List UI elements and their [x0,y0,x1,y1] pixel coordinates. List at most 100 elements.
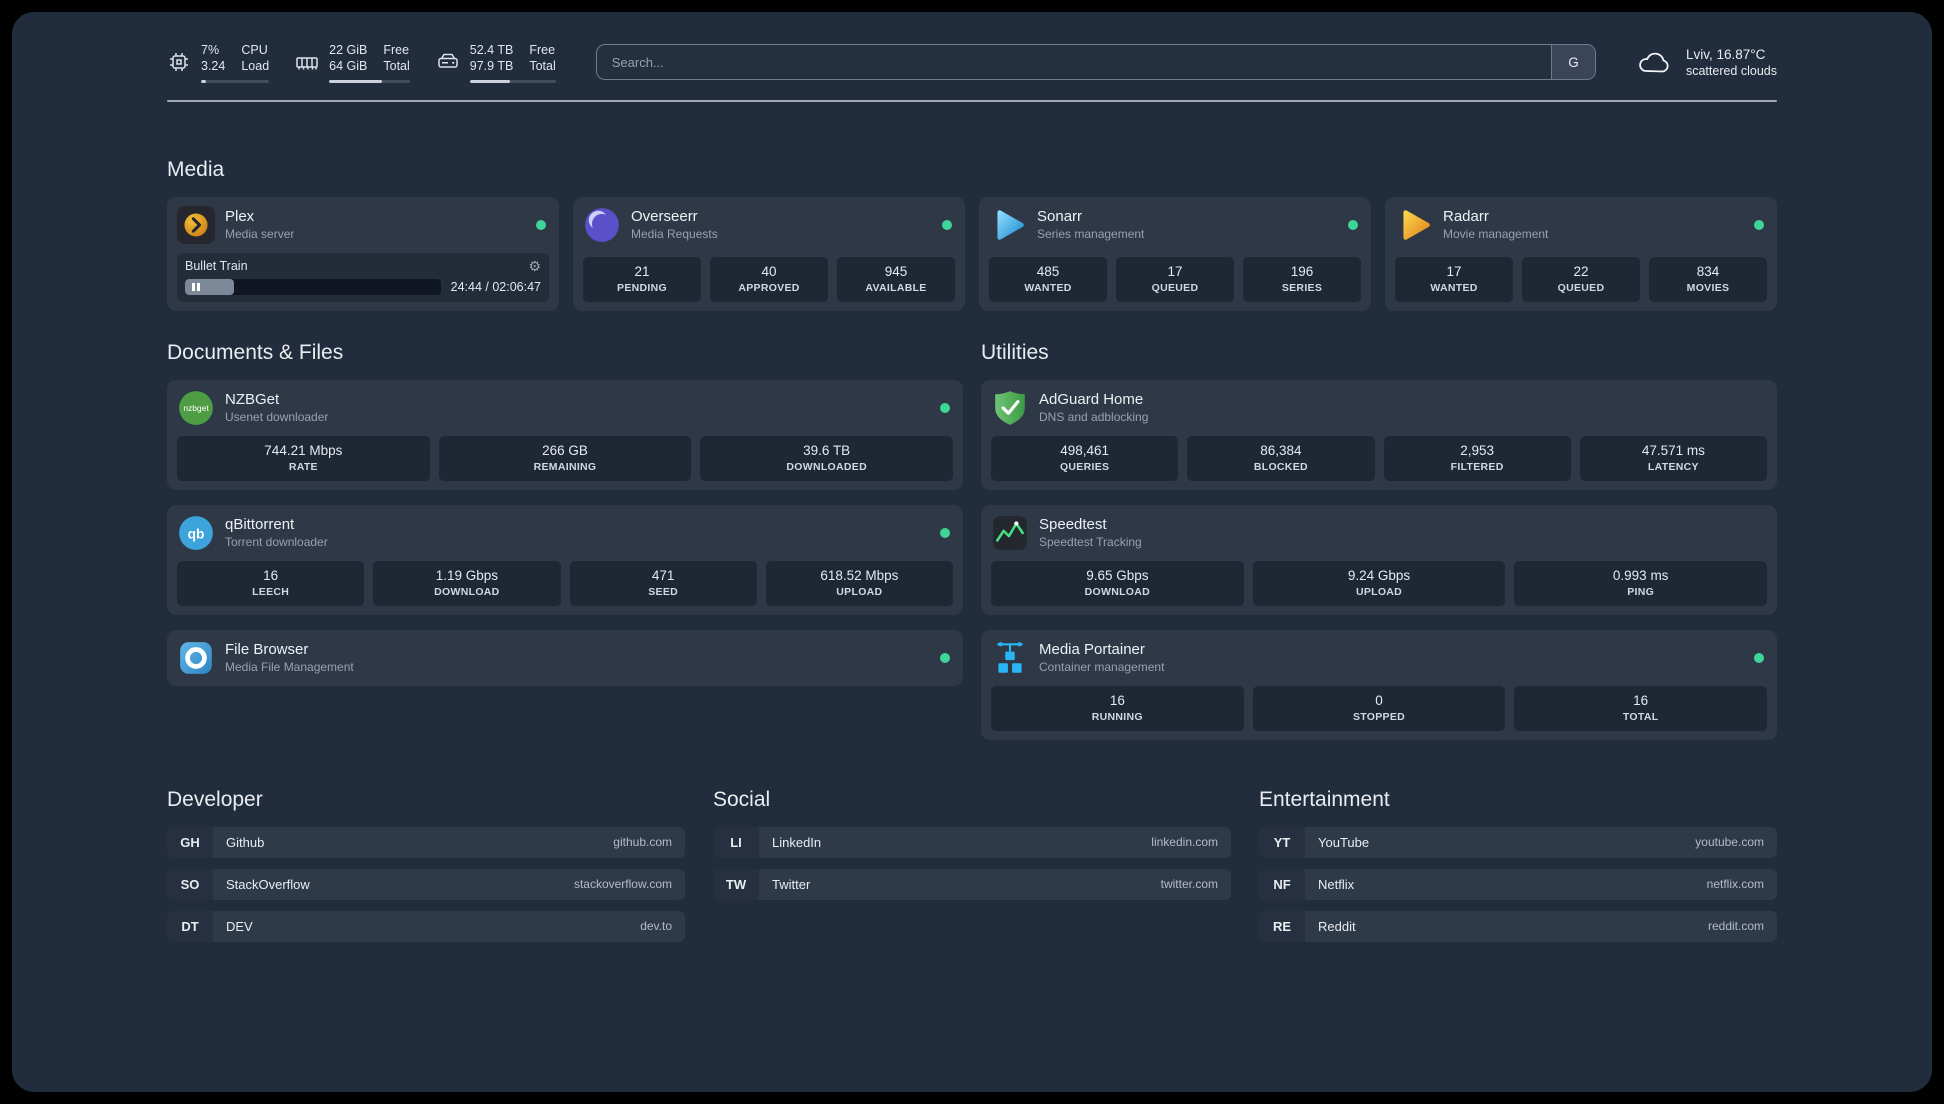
service-name: File Browser [225,641,309,658]
speedtest-icon [991,514,1029,552]
bookmark-github[interactable]: GH Github github.com [167,826,685,858]
stat-label: QUERIES [1059,460,1110,473]
section-utilities: Utilities AdGuard Home DNS and adblockin… [981,341,1777,740]
service-card-filebrowser[interactable]: File Browser Media File Management [167,629,963,686]
stat: 1.19 Gbps DOWNLOAD [373,560,561,606]
bookmark-url: github.com [613,835,672,849]
disk-free-value: 52.4 TB [469,43,514,57]
service-card-speedtest[interactable]: Speedtest Speedtest Tracking 9.65 Gbps DO… [981,504,1777,615]
topbar-divider [167,99,1777,102]
stat-label: WANTED [1430,281,1478,294]
cpu-value2: 3.24 [201,59,226,74]
stat: 2,953 FILTERED [1383,435,1571,481]
gear-icon[interactable]: ⚙ [528,257,541,274]
bookmark-name: LinkedIn [772,834,822,850]
stat-label: DOWNLOAD [434,585,500,598]
memory-free-label: Free [383,43,410,57]
bookmark-youtube[interactable]: YT YouTube youtube.com [1259,826,1777,858]
playback-progress-bar[interactable] [185,278,441,295]
search-provider-button[interactable]: G [1550,45,1595,80]
service-card-qbittorrent[interactable]: qb qBittorrent Torrent downloader 16 LEEC… [167,504,963,615]
search-bar: G [595,44,1596,81]
weather-condition: scattered clouds [1685,63,1777,78]
service-card-portainer[interactable]: Media Portainer Container management 16 R… [981,629,1777,740]
stat: 39.6 TB DOWNLOADED [700,435,954,481]
cpu-label: CPU [241,43,268,57]
radarr-icon [1395,206,1433,244]
status-dot [940,527,950,538]
disk-free-label: Free [529,43,556,57]
memory-monitor: 22 GiB Free 64 GiB Total [295,42,410,83]
cpu-value: 7% [201,43,220,57]
service-subtitle: Torrent downloader [225,535,328,549]
stat-value: 744.21 Mbps [264,442,343,458]
stat-label: APPROVED [738,281,800,294]
service-card-plex[interactable]: Plex Media server Bullet Train ⚙ [167,196,559,311]
service-card-nzbget[interactable]: nzbget NZBGet Usenet downloader 744.21 M… [167,379,963,490]
service-name: AdGuard Home [1039,391,1144,408]
stat-value: 498,461 [1060,442,1110,458]
nzbget-icon: nzbget [177,389,215,427]
stat-label: RATE [288,460,318,473]
stat: 40 APPROVED [710,256,828,302]
bookmark-url: reddit.com [1707,919,1764,933]
service-name: Radarr [1443,208,1489,225]
dashboard: 7% CPU 3.24 Load 22 GiB Free 64 G [12,12,1932,1092]
stat: 0.993 ms PING [1514,560,1768,606]
stat-value: 47.571 ms [1641,442,1705,458]
service-card-radarr[interactable]: Radarr Movie management 17 WANTED 22 QUEUE… [1385,196,1777,311]
bookmark-linkedin[interactable]: LI LinkedIn linkedin.com [713,826,1231,858]
stat-label: SERIES [1281,281,1323,294]
stat: 21 PENDING [583,256,701,302]
stat-label: LEECH [252,585,290,598]
cpu-monitor: 7% CPU 3.24 Load [167,42,270,83]
cpu-label2: Load [241,59,270,74]
portainer-icon [991,639,1029,677]
stat-label: BLOCKED [1253,460,1308,473]
stat-label: PENDING [617,281,667,294]
bookmark-abbr: SO [167,869,213,900]
stat-label: REMAINING [533,460,597,473]
service-name: Media Portainer [1039,641,1145,658]
bookmark-netflix[interactable]: NF Netflix netflix.com [1259,868,1777,900]
svg-text:qb: qb [188,526,205,541]
status-dot [940,652,950,663]
service-card-adguard[interactable]: AdGuard Home DNS and adblocking 498,461 Q… [981,379,1777,490]
service-card-overseerr[interactable]: Overseerr Media Requests 21 PENDING 40 APP… [573,196,965,311]
stat: 498,461 QUERIES [991,435,1179,481]
disk-icon [436,50,460,74]
stat: 196 SERIES [1243,256,1361,302]
weather-location: Lviv, 16.87°C [1685,46,1766,62]
adguard-icon [991,389,1029,427]
bookmark-pill: DEV dev.to [213,910,685,942]
section-title-media: Media [167,157,225,181]
stat-value: 9.24 Gbps [1347,567,1411,583]
service-subtitle: DNS and adblocking [1039,410,1149,424]
stat-value: 16 [263,567,279,583]
bookmark-name: StackOverflow [226,876,310,892]
pause-icon[interactable] [192,282,200,291]
bookmark-stackoverflow[interactable]: SO StackOverflow stackoverflow.com [167,868,685,900]
disk-usage-bar [469,79,556,83]
service-name: qBittorrent [225,516,295,533]
stat: 16 LEECH [177,560,365,606]
stat-value: 1.19 Gbps [435,567,499,583]
stat-value: 21 [634,263,650,279]
service-card-sonarr[interactable]: Sonarr Series management 485 WANTED 17 QUE… [979,196,1371,311]
bookmark-reddit[interactable]: RE Reddit reddit.com [1259,910,1777,942]
bookmark-twitter[interactable]: TW Twitter twitter.com [713,868,1231,900]
bookmark-abbr: LI [713,827,759,858]
bookmark-url: youtube.com [1695,835,1764,849]
section-media: Media Plex Media server [167,158,1777,311]
bookmark-pill: YouTube youtube.com [1305,826,1777,858]
bookmark-dev[interactable]: DT DEV dev.to [167,910,685,942]
stat: 9.65 Gbps DOWNLOAD [991,560,1244,606]
bookmark-name: Reddit [1318,918,1356,934]
bookmark-name: YouTube [1318,834,1370,850]
bookmarks: Developer GH Github github.com SO StackO… [167,788,1777,993]
bookmark-abbr: RE [1259,911,1305,942]
stat-value: 40 [761,263,777,279]
filebrowser-icon [177,639,215,677]
search-input[interactable] [596,45,1551,80]
status-dot [1754,219,1764,230]
